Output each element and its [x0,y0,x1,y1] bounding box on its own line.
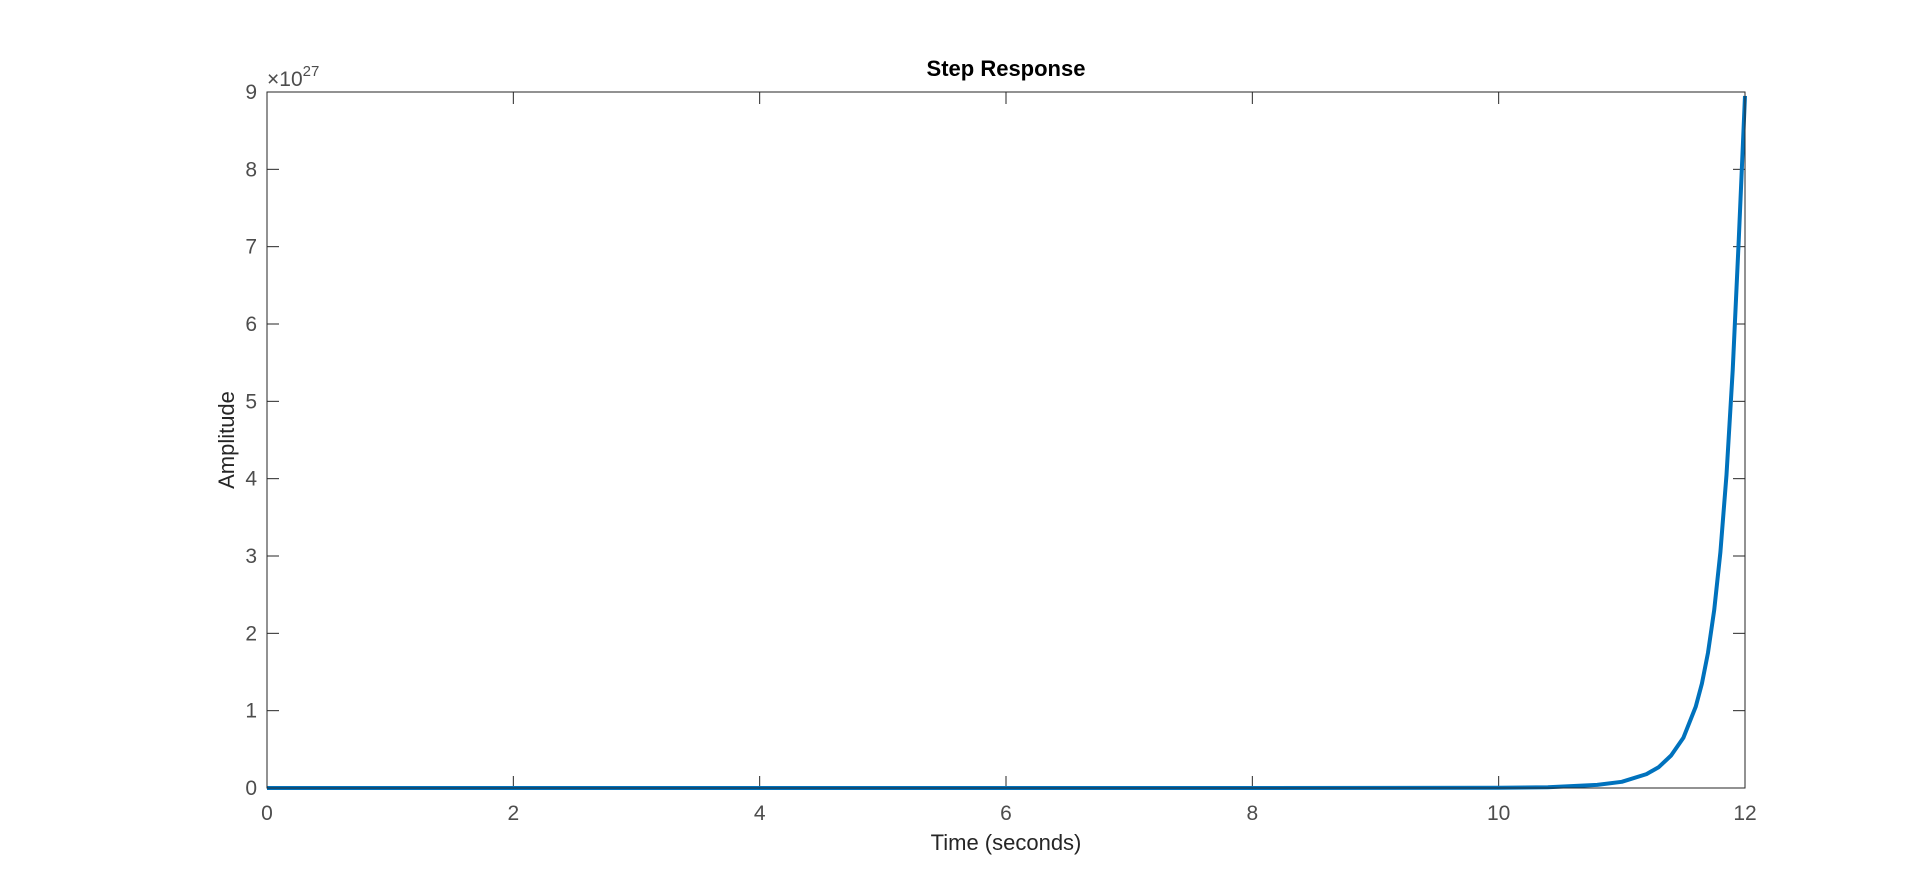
y-exponent-prefix: ×10 [267,68,303,91]
x-axis-label: Time (seconds) [931,830,1082,855]
x-tick-label: 6 [1000,802,1012,825]
y-tick-label: 2 [245,622,257,645]
y-tick-label: 9 [245,81,257,104]
y-tick-label: 8 [245,158,257,181]
y-tick-label: 5 [245,390,257,413]
plot-area-border [266,91,1746,789]
x-axis-ticks: 0 2 4 6 8 10 12 [261,92,1757,825]
x-tick-label: 2 [507,802,519,825]
y-tick-label: 7 [245,236,257,259]
x-tick-label: 10 [1487,802,1510,825]
y-tick-label: 6 [245,313,257,336]
plot-area-background [267,92,1745,788]
y-axis-label: Amplitude [214,391,239,489]
y-tick-label: 3 [245,545,257,568]
x-tick-label: 0 [261,802,273,825]
x-tick-label: 12 [1733,802,1756,825]
y-tick-label: 0 [245,777,257,800]
y-tick-label: 4 [245,468,257,491]
y-axis-ticks: 0 1 2 3 4 5 6 7 8 9 [245,81,1745,800]
y-exponent-label: ×1027 [267,63,319,91]
y-tick-label: 1 [245,700,257,723]
y-exponent-power: 27 [303,63,320,80]
chart-title: Step Response [927,56,1086,81]
x-tick-label: 8 [1246,802,1258,825]
x-tick-label: 4 [754,802,766,825]
